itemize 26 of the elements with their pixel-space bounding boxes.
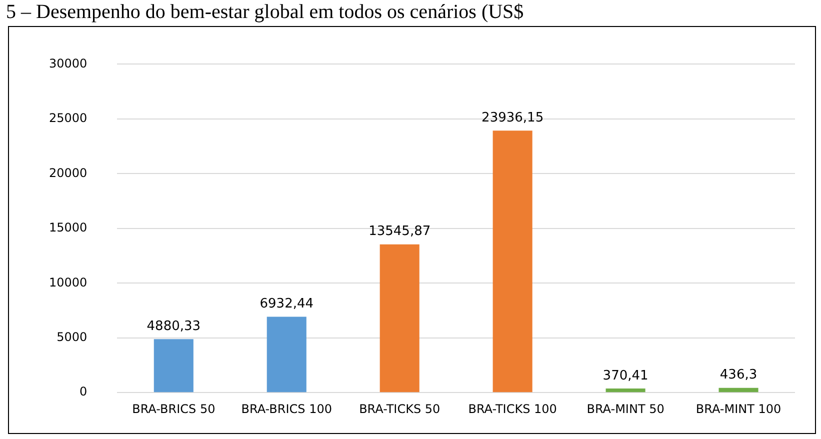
- data-label: 370,41: [602, 368, 648, 384]
- y-tick-label: 0: [80, 384, 88, 399]
- data-label: 436,3: [720, 368, 758, 383]
- data-label: 23936,15: [482, 110, 544, 126]
- x-tick-label: BRA-BRICS 100: [241, 402, 332, 416]
- bar: [380, 244, 420, 392]
- bar: [266, 316, 306, 392]
- y-tick-label: 25000: [48, 111, 88, 126]
- bar: [154, 339, 194, 392]
- bar: [492, 130, 532, 392]
- y-tick-label: 20000: [48, 166, 88, 180]
- x-tick-label: BRA-MINT 100: [696, 402, 782, 416]
- bar: [718, 388, 758, 392]
- y-tick-label: 10000: [48, 275, 88, 290]
- data-label: 6932,44: [260, 296, 314, 312]
- x-tick-label: BRA-TICKS 50: [359, 402, 440, 416]
- data-label: 4880,33: [146, 319, 201, 334]
- y-tick-label: 30000: [48, 56, 88, 70]
- data-label: 13545,87: [368, 224, 431, 240]
- x-tick-label: BRA-MINT 50: [586, 402, 664, 416]
- x-tick-label: BRA-BRICS 50: [132, 402, 216, 416]
- y-tick-label: 15000: [48, 220, 88, 235]
- bar: [606, 388, 646, 392]
- chart-title: 5 – Desempenho do bem-estar global em todos os cenários (US$: [5, 0, 525, 24]
- y-tick-label: 5000: [56, 330, 88, 344]
- x-tick-label: BRA-TICKS 100: [468, 402, 557, 416]
